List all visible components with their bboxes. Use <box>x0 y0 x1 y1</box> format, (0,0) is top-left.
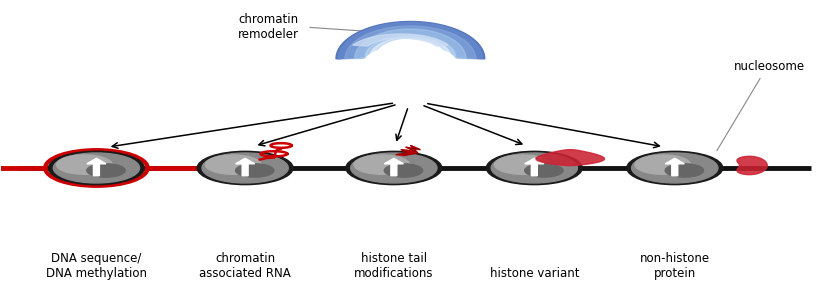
Polygon shape <box>396 146 420 155</box>
Circle shape <box>205 155 261 174</box>
Circle shape <box>490 153 577 183</box>
Polygon shape <box>354 29 465 59</box>
Polygon shape <box>536 150 604 166</box>
Text: histone tail
modifications: histone tail modifications <box>354 252 433 280</box>
Polygon shape <box>384 158 403 164</box>
Circle shape <box>53 153 139 183</box>
FancyBboxPatch shape <box>671 163 677 176</box>
Text: non-histone
protein: non-histone protein <box>639 252 709 280</box>
Circle shape <box>524 164 562 177</box>
Circle shape <box>345 151 441 185</box>
Circle shape <box>48 151 144 185</box>
Circle shape <box>631 153 717 183</box>
FancyBboxPatch shape <box>390 163 397 176</box>
Circle shape <box>354 155 409 174</box>
Circle shape <box>235 164 273 177</box>
FancyBboxPatch shape <box>242 163 248 176</box>
Circle shape <box>494 155 550 174</box>
Circle shape <box>350 153 436 183</box>
Circle shape <box>202 153 288 183</box>
Circle shape <box>634 155 690 174</box>
Polygon shape <box>235 158 254 164</box>
Polygon shape <box>335 21 484 59</box>
Circle shape <box>626 151 722 185</box>
Text: nucleosome: nucleosome <box>734 60 804 73</box>
Text: DNA sequence/
DNA methylation: DNA sequence/ DNA methylation <box>46 252 147 280</box>
Circle shape <box>664 164 703 177</box>
Circle shape <box>87 164 125 177</box>
Text: histone variant: histone variant <box>489 267 578 280</box>
Circle shape <box>197 151 292 185</box>
Polygon shape <box>344 26 475 59</box>
Circle shape <box>364 46 455 77</box>
FancyBboxPatch shape <box>94 163 99 176</box>
Circle shape <box>486 151 581 185</box>
Text: chromatin
remodeler: chromatin remodeler <box>238 13 298 41</box>
Polygon shape <box>338 23 482 59</box>
Polygon shape <box>353 34 448 46</box>
FancyBboxPatch shape <box>531 163 537 176</box>
Polygon shape <box>736 156 767 175</box>
Text: chromatin
associated RNA: chromatin associated RNA <box>199 252 291 280</box>
Polygon shape <box>524 158 543 164</box>
Polygon shape <box>664 158 684 164</box>
Polygon shape <box>87 158 106 164</box>
Circle shape <box>384 164 422 177</box>
Circle shape <box>56 155 112 174</box>
